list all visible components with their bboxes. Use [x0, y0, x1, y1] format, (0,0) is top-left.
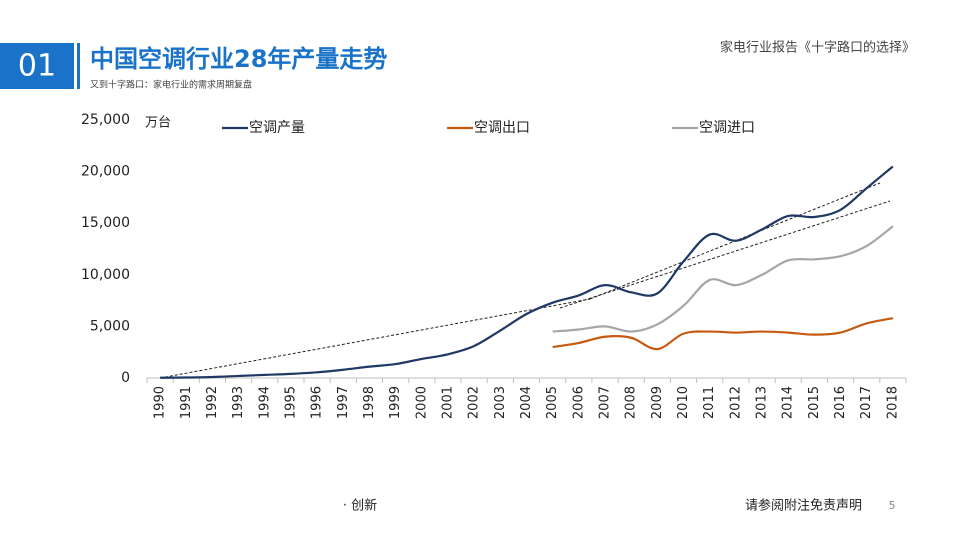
x-tick-label: 2018	[885, 386, 900, 419]
x-tick-label: 2000	[414, 386, 429, 419]
slide-number: 01	[18, 49, 56, 84]
x-tick-label: 2006	[571, 386, 586, 419]
x-tick-label: 2016	[833, 386, 848, 419]
number-box	[0, 43, 74, 89]
series-line	[552, 225, 894, 333]
series-line	[552, 317, 894, 351]
x-tick-label: 1995	[283, 386, 298, 419]
y-tick-label: 0	[121, 370, 130, 386]
x-tick-label: 1999	[388, 386, 403, 419]
x-tick-label: 1990	[153, 386, 168, 419]
x-tick-label: 2008	[624, 386, 639, 419]
trend-line	[159, 298, 591, 379]
x-tick-label: 1991	[179, 386, 194, 419]
report-name: 家电行业报告《十字路口的选择》	[720, 40, 915, 56]
x-tick-label: 2010	[676, 386, 691, 419]
x-tick-label: 1998	[362, 386, 377, 419]
series-line	[160, 165, 894, 379]
y-tick-label: 5,000	[90, 318, 130, 334]
y-axis-unit: 万台	[145, 116, 171, 131]
x-tick-label: 2007	[598, 386, 613, 419]
x-tick-label: 2003	[493, 386, 508, 419]
footer-left: · 创新	[343, 498, 377, 514]
x-tick-label: 2012	[728, 386, 743, 419]
x-tick-label: 2014	[781, 386, 796, 419]
x-tick-label: 2004	[519, 386, 534, 419]
x-tick-label: 1992	[205, 386, 220, 419]
x-tick-label: 2009	[650, 386, 665, 419]
legend-label: 空调产量	[249, 120, 305, 136]
x-tick-label: 2002	[467, 386, 482, 419]
y-tick-label: 10,000	[81, 267, 130, 283]
slide-title: 中国空调行业28年产量走势	[90, 45, 387, 73]
divider	[77, 43, 80, 89]
y-tick-label: 15,000	[81, 215, 130, 231]
x-tick-label: 1996	[310, 386, 325, 419]
y-tick-label: 25,000	[81, 112, 130, 128]
x-tick-label: 1993	[231, 386, 246, 419]
x-tick-label: 2001	[440, 386, 455, 419]
x-tick-label: 2013	[755, 386, 770, 419]
y-tick-label: 20,000	[81, 164, 130, 180]
footer-right: 请参阅附注免责声明	[745, 498, 862, 514]
trend-line	[559, 200, 891, 309]
legend-label: 空调进口	[699, 120, 755, 136]
x-tick-label: 2005	[545, 386, 560, 419]
x-tick-label: 2015	[807, 386, 822, 419]
x-tick-label: 2011	[702, 386, 717, 419]
subtitle: 又到十字路口：家电行业的需求周期复盘	[90, 79, 252, 91]
x-tick-label: 1994	[257, 386, 272, 419]
x-tick-label: 2017	[859, 386, 874, 419]
legend-label: 空调出口	[474, 120, 530, 136]
page-number: 5	[889, 499, 896, 512]
x-tick-label: 1997	[336, 386, 351, 419]
